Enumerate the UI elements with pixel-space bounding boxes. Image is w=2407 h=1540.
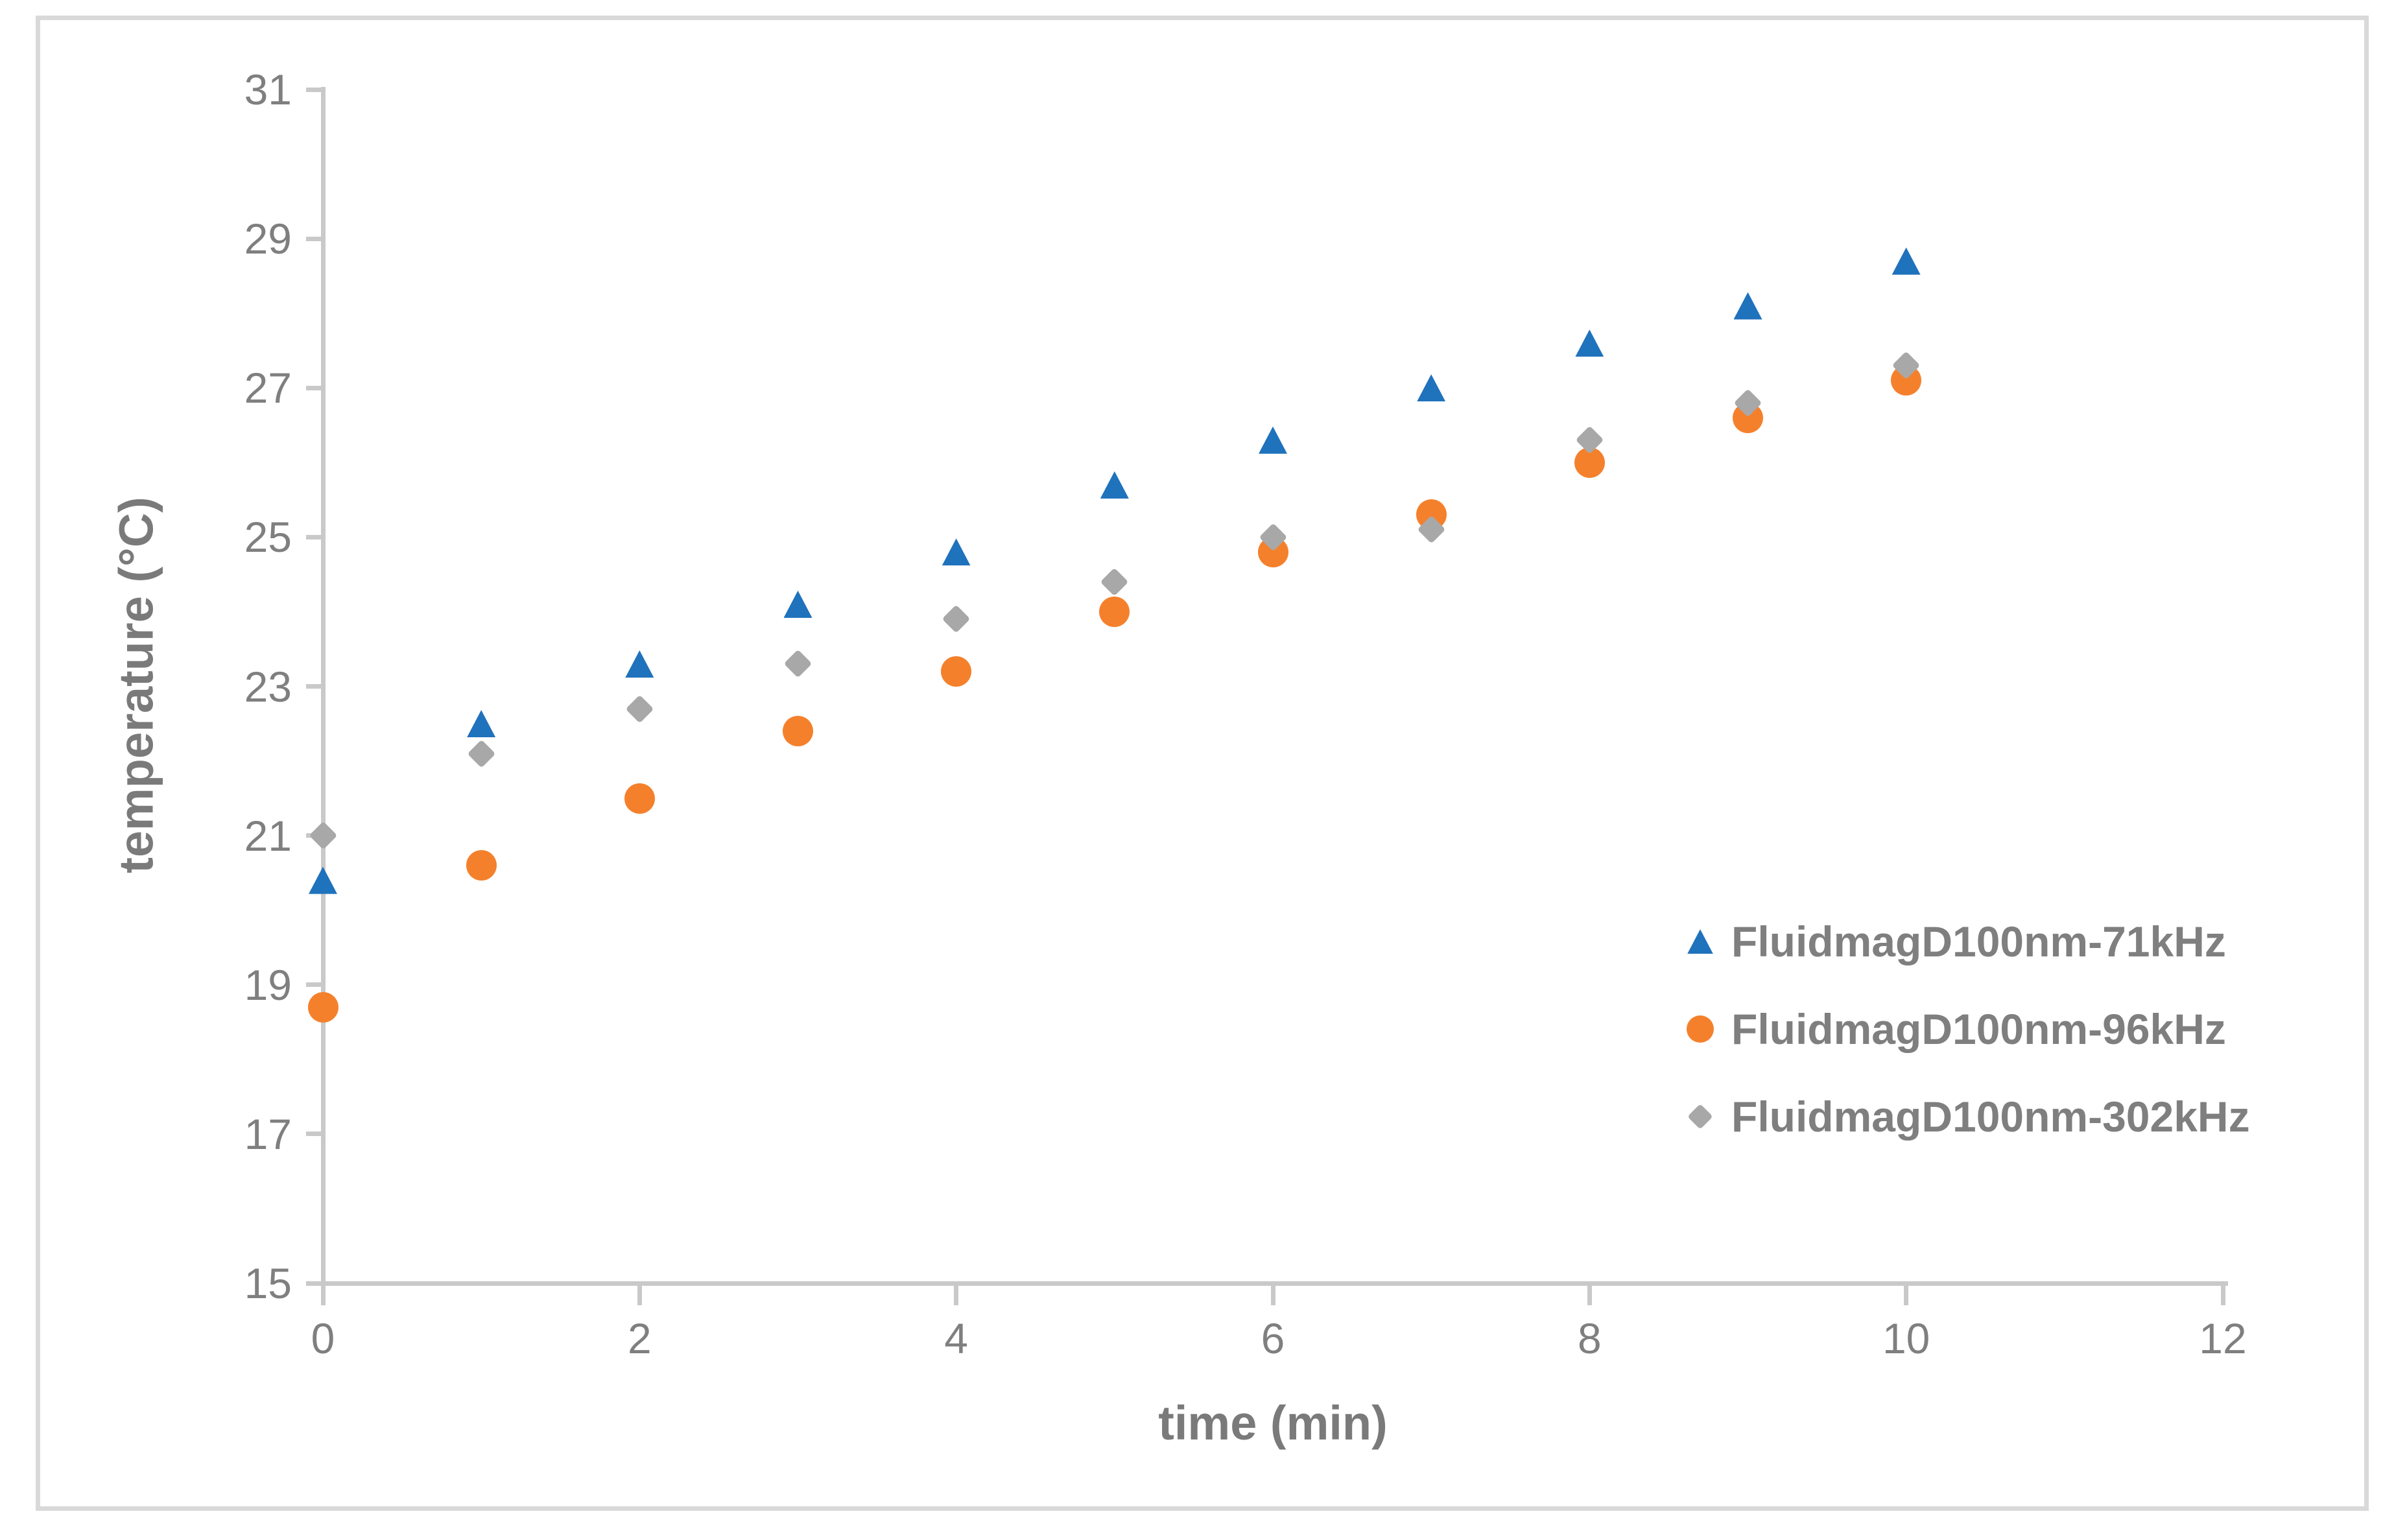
y-tick-label: 15 <box>244 1259 292 1307</box>
y-tick-label: 25 <box>244 513 292 562</box>
legend-label: FluidmagD100nm-302kHz <box>1731 1093 2250 1141</box>
y-tick-mark <box>306 236 323 241</box>
y-tick-label: 19 <box>244 960 292 1009</box>
legend-item: FluidmagD100nm-96kHz <box>1683 1005 2226 1053</box>
legend-triangle-marker-icon <box>1687 929 1713 954</box>
legend-marker-box <box>1683 1100 1717 1133</box>
x-tick-label: 0 <box>311 1314 335 1362</box>
y-tick-mark <box>306 1131 323 1137</box>
y-tick-mark <box>306 534 323 539</box>
x-tick-label: 6 <box>1261 1314 1285 1362</box>
data-point-circle <box>783 716 813 747</box>
figure-border <box>36 16 2369 1511</box>
legend-label: FluidmagD100nm-96kHz <box>1731 1005 2226 1053</box>
data-point-circle <box>307 991 338 1023</box>
x-tick-mark <box>954 1283 959 1305</box>
x-tick-label: 2 <box>627 1314 652 1362</box>
y-tick-label: 17 <box>244 1109 292 1158</box>
legend-label: FluidmagD100nm-71kHz <box>1731 918 2226 965</box>
data-point-circle <box>1099 596 1130 627</box>
x-tick-mark <box>1587 1283 1592 1305</box>
x-tick-label: 4 <box>944 1314 969 1362</box>
y-tick-label: 31 <box>244 65 292 113</box>
y-tick-mark <box>306 385 323 390</box>
x-tick-label: 8 <box>1577 1314 1602 1362</box>
legend-marker-box <box>1683 925 1717 958</box>
legend-item: FluidmagD100nm-302kHz <box>1683 1093 2250 1141</box>
legend-item: FluidmagD100nm-71kHz <box>1683 918 2226 965</box>
data-point-circle <box>466 850 497 881</box>
y-tick-label: 21 <box>244 811 292 860</box>
data-point-circle <box>624 783 655 814</box>
y-tick-mark <box>306 1281 323 1286</box>
y-tick-label: 27 <box>244 364 292 412</box>
y-tick-mark <box>306 982 323 988</box>
y-tick-mark <box>306 87 323 92</box>
x-tick-mark <box>637 1283 642 1305</box>
y-tick-label: 29 <box>244 215 292 263</box>
x-tick-mark <box>2220 1283 2225 1305</box>
legend-diamond-marker-icon <box>1687 1104 1713 1130</box>
y-tick-label: 23 <box>244 662 292 711</box>
x-tick-mark <box>320 1283 326 1305</box>
y-tick-mark <box>306 684 323 689</box>
y-axis-line <box>320 87 326 1290</box>
legend-circle-marker-icon <box>1686 1015 1714 1043</box>
legend-marker-box <box>1683 1012 1717 1046</box>
y-axis-title: temperature (°C) <box>109 496 163 873</box>
x-tick-mark <box>1904 1283 1909 1305</box>
x-tick-label: 12 <box>2199 1314 2247 1362</box>
x-tick-mark <box>1270 1283 1275 1305</box>
x-axis-title: time (min) <box>1158 1396 1388 1450</box>
data-point-circle <box>941 656 972 687</box>
x-tick-label: 10 <box>1882 1314 1930 1362</box>
